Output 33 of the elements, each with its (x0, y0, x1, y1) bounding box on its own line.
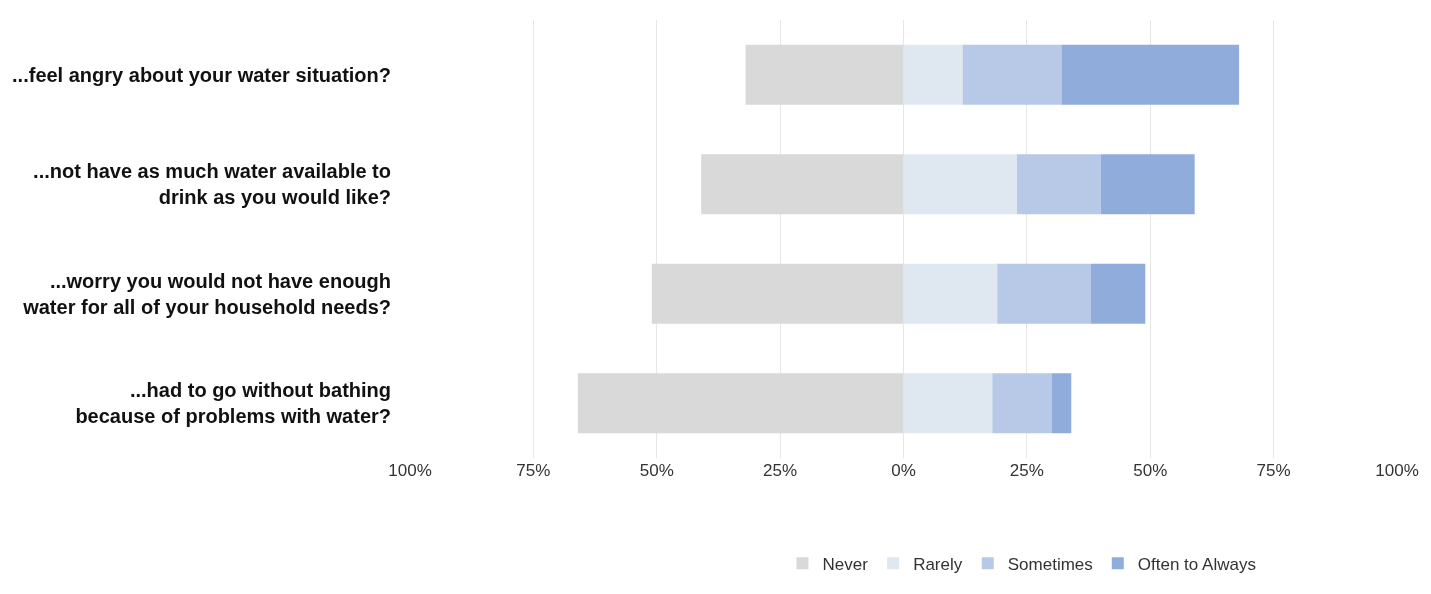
y-tick-label: ...feel angry about your water situation? (12, 63, 391, 86)
bar (992, 373, 1052, 434)
bar (745, 44, 904, 105)
bar (651, 263, 904, 324)
bar (962, 44, 1062, 105)
legend-label: Often to Always (1137, 554, 1256, 574)
x-tick-label: 75% (516, 461, 551, 480)
x-tick-label: 25% (1009, 461, 1044, 480)
x-tick-label: 0% (891, 461, 916, 480)
legend-label: Never (822, 554, 869, 574)
x-tick-label: 50% (639, 461, 674, 480)
bar (903, 44, 963, 105)
x-tick-label: 100% (1375, 461, 1419, 480)
y-tick-label: ...had to go without bathing because of problems with water? (75, 379, 391, 428)
bar (577, 373, 904, 434)
bar (1100, 154, 1195, 215)
legend-label: Rarely (913, 554, 963, 574)
legend-label: Sometimes (1007, 554, 1093, 574)
bar (701, 154, 904, 215)
bar (997, 263, 1092, 324)
x-tick-label: 75% (1256, 461, 1291, 480)
bar (1051, 373, 1072, 434)
y-tick-label: ...worry you would not have enough water for all of your household needs? (22, 269, 391, 318)
x-tick-label: 25% (763, 461, 798, 480)
bar (1061, 44, 1240, 105)
x-tick-label: 100% (388, 461, 432, 480)
x-tick-label: 50% (1133, 461, 1168, 480)
bar (1091, 263, 1146, 324)
y-tick-label: ...not have as much water available to drink as you would like? (33, 160, 391, 209)
bar (903, 263, 998, 324)
bar (903, 154, 1017, 215)
bar (903, 373, 993, 434)
bar (1017, 154, 1101, 215)
